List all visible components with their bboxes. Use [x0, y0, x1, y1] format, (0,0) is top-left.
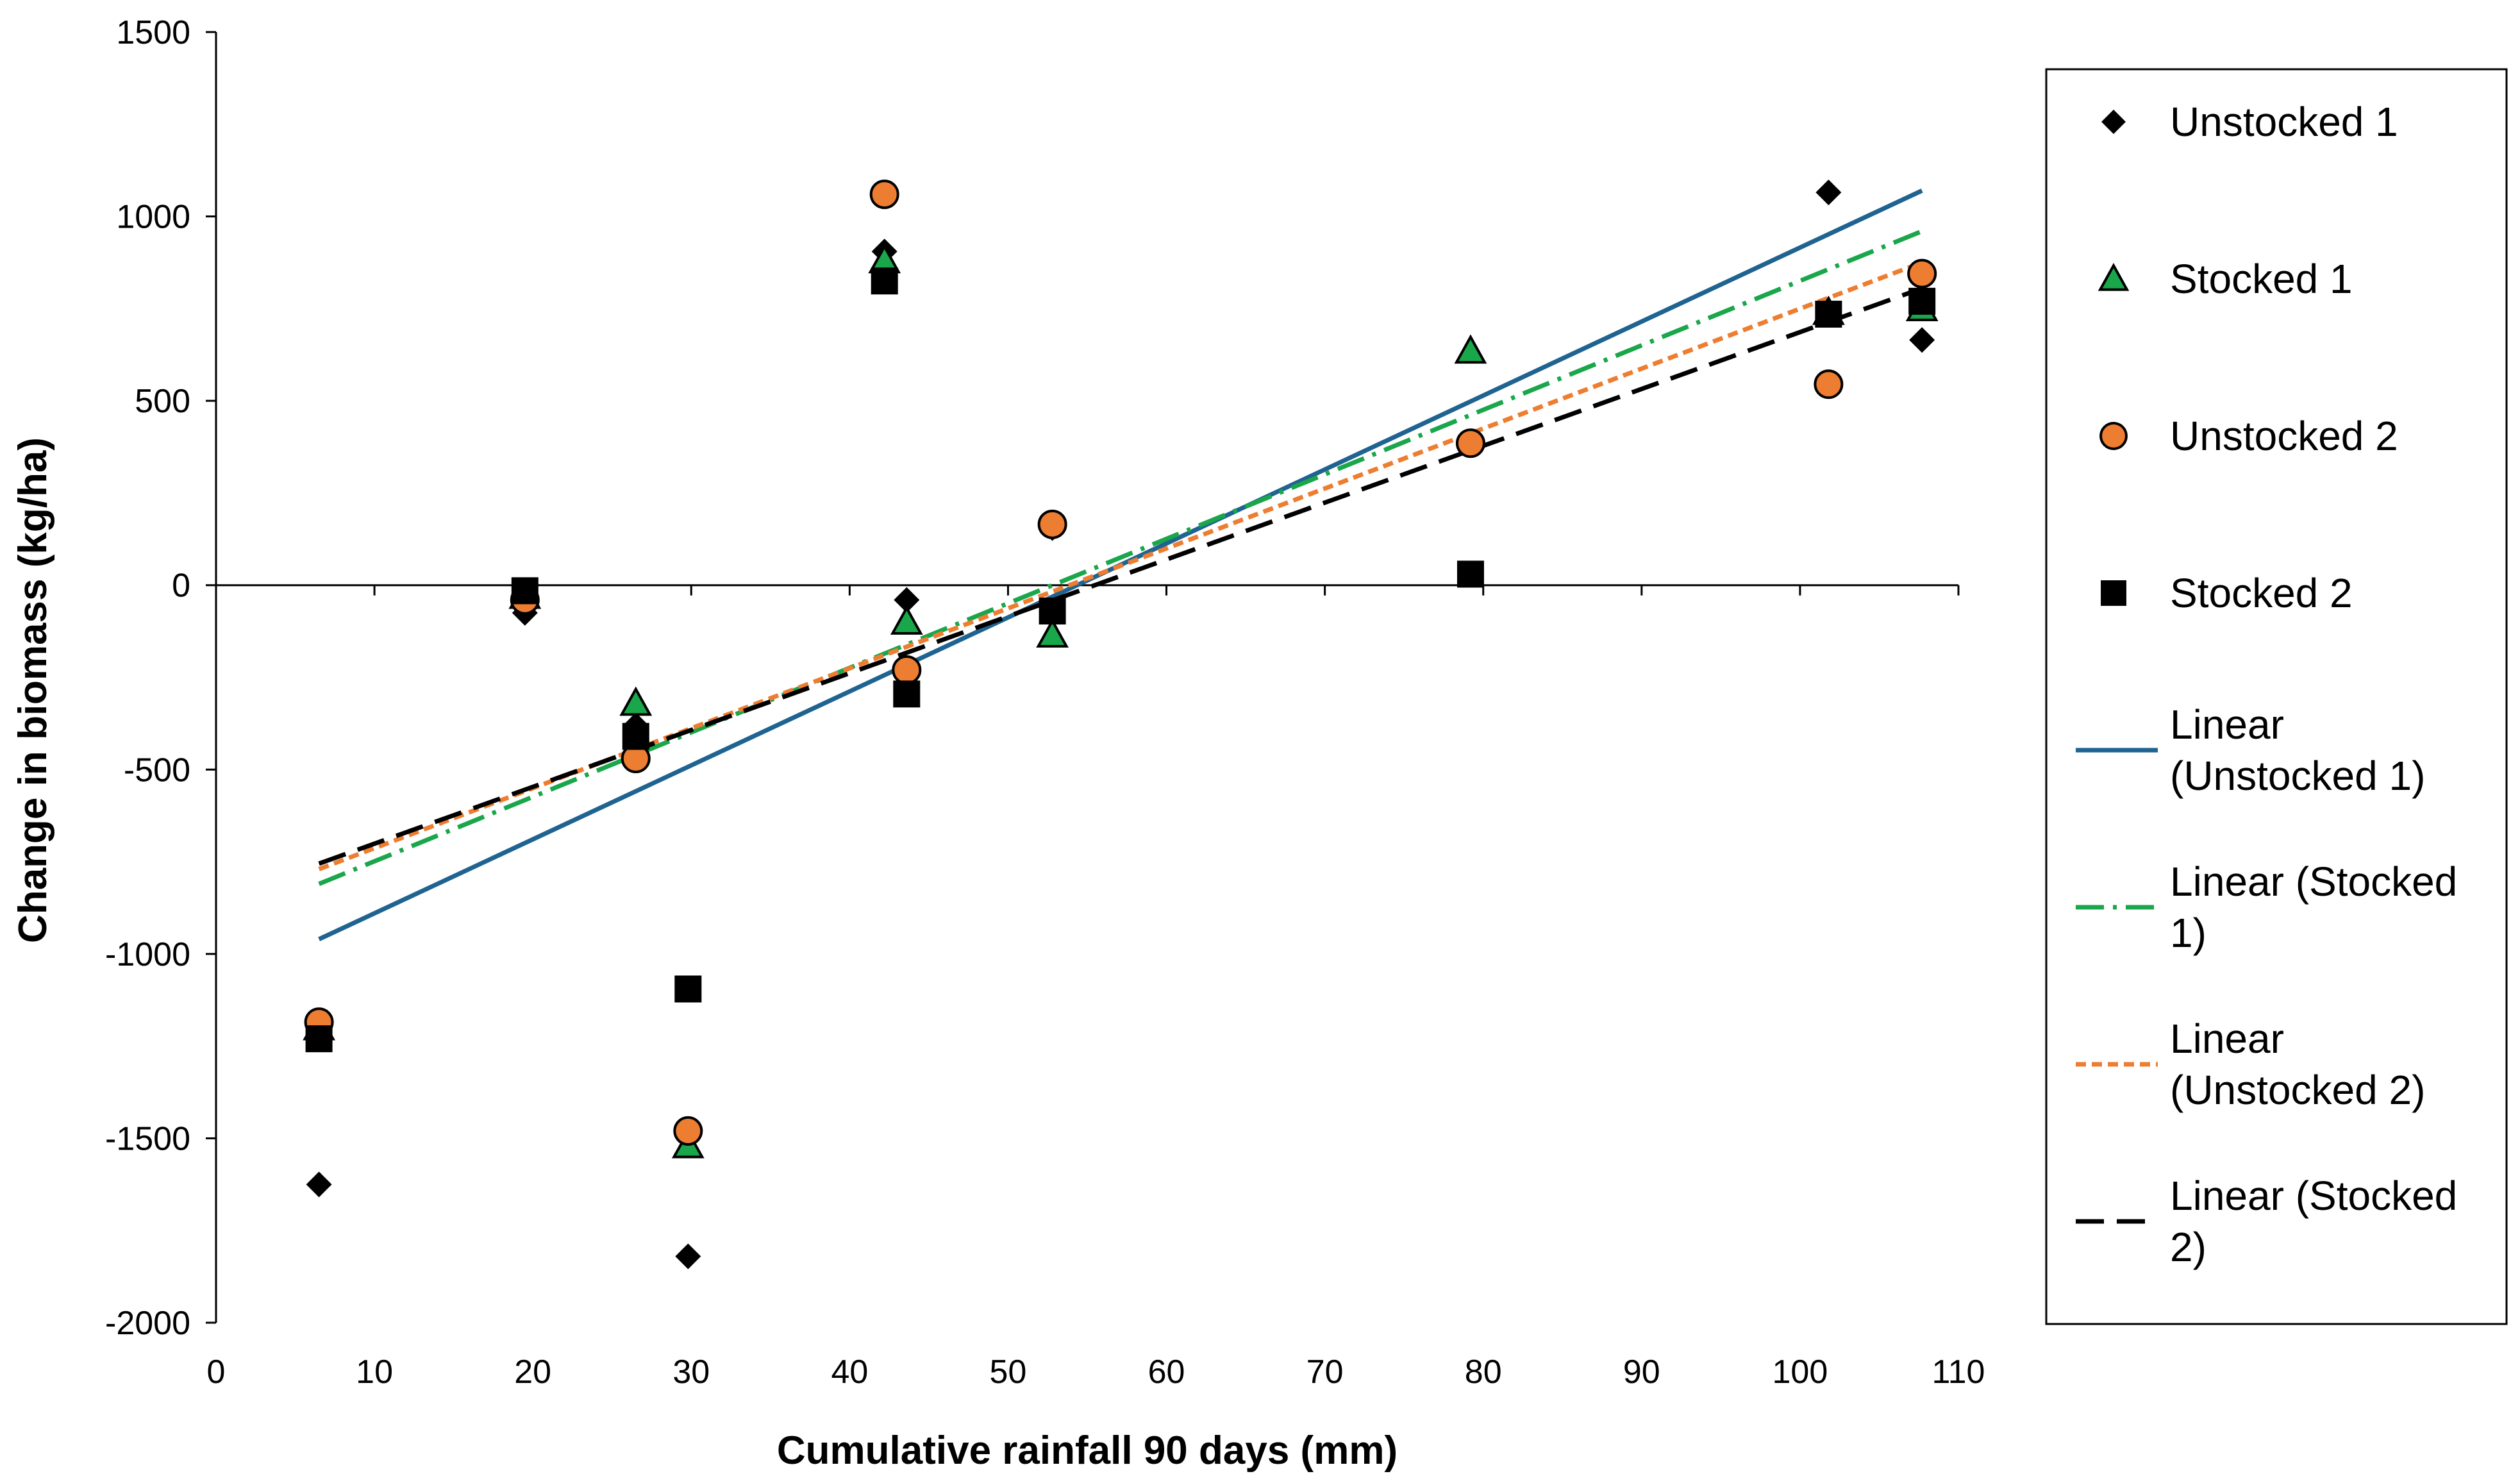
legend-label: Stocked 2 — [2170, 570, 2353, 616]
circle-marker — [1037, 509, 1067, 539]
circle-marker — [892, 655, 922, 685]
triangle-marker — [890, 605, 923, 635]
x-tick-label: 60 — [1148, 1353, 1185, 1391]
legend-item: Unstocked 2 — [2099, 413, 2398, 459]
axes: -2000 -1500 -1000 -500 0 500 1000 1500 0 10 20 30 40… — [105, 14, 1985, 1391]
legend-label: (Unstocked 1) — [2170, 753, 2425, 799]
diamond-marker — [894, 587, 920, 613]
diamond-marker — [1815, 180, 1842, 206]
trendlines — [318, 189, 1923, 942]
trendline — [318, 229, 1923, 886]
x-tick-label: 40 — [831, 1353, 868, 1391]
diamond-marker — [306, 1171, 332, 1198]
legend-item: Linear (Unstocked 1) — [2076, 701, 2425, 799]
x-tick-label: 80 — [1465, 1353, 1502, 1391]
circle-marker — [1814, 369, 1844, 399]
y-tick-label: 500 — [135, 383, 190, 420]
trendline — [318, 260, 1923, 871]
circle-marker — [1907, 258, 1937, 289]
y-axis-title: Change in biomass (kg/ha) — [11, 437, 55, 943]
trendline — [318, 286, 1923, 866]
legend-label: Linear — [2170, 1016, 2284, 1062]
circle-marker — [869, 180, 899, 210]
x-tick-label: 10 — [356, 1353, 393, 1391]
series-square — [305, 267, 1936, 1053]
y-tick-label: -500 — [124, 751, 190, 789]
x-tick-label: 110 — [1932, 1353, 1985, 1391]
legend-label: Unstocked 1 — [2170, 99, 2398, 145]
y-tick-label: -1500 — [105, 1120, 190, 1157]
square-marker — [622, 723, 649, 750]
square-marker — [2101, 580, 2126, 606]
legend-label: (Unstocked 2) — [2170, 1067, 2425, 1113]
x-tick-label: 90 — [1623, 1353, 1660, 1391]
legend-label: 2) — [2170, 1224, 2207, 1270]
x-axis-title: Cumulative rainfall 90 days (mm) — [777, 1429, 1398, 1473]
circle-marker — [2099, 422, 2128, 450]
legend-item: Stocked 2 — [2101, 570, 2353, 616]
diamond-marker — [2101, 110, 2126, 134]
square-marker — [871, 267, 898, 295]
square-marker — [1456, 560, 1484, 588]
legend-label: 1) — [2170, 910, 2207, 956]
legend-label: Unstocked 2 — [2170, 413, 2398, 459]
legend-box — [2045, 68, 2508, 1325]
square-marker — [1039, 597, 1066, 624]
triangle-marker — [619, 686, 653, 716]
square-marker — [1908, 287, 1936, 315]
legend-item: Linear (Stocked 1) — [2076, 859, 2457, 956]
diamond-marker — [675, 1243, 701, 1269]
data-points — [303, 180, 1939, 1269]
x-tick-label: 70 — [1306, 1353, 1344, 1391]
circle-marker — [1455, 428, 1485, 458]
series-circle — [304, 180, 1937, 1146]
triangle-marker — [1454, 334, 1487, 364]
legend-item: Unstocked 1 — [2101, 99, 2398, 145]
x-tick-label: 50 — [990, 1353, 1027, 1391]
square-marker — [305, 1025, 333, 1053]
x-tick-label: 30 — [672, 1353, 710, 1391]
x-tick-label: 20 — [514, 1353, 551, 1391]
y-tick-label: 0 — [172, 567, 190, 605]
triangle-marker — [2098, 262, 2130, 291]
legend: Unstocked 1 Stocked 1 Unstocked 2 Stocked 2… — [2045, 68, 2508, 1325]
circle-marker — [673, 1116, 703, 1146]
diamond-marker — [1909, 327, 1935, 353]
square-marker — [1815, 300, 1842, 328]
legend-label: Linear — [2170, 701, 2284, 748]
square-marker — [674, 975, 702, 1003]
y-tick-label: 1500 — [116, 14, 190, 51]
x-tick-label: 0 — [207, 1353, 226, 1391]
triangle-marker — [1036, 618, 1069, 648]
legend-item: Linear (Unstocked 2) — [2076, 1016, 2425, 1113]
square-marker — [511, 577, 538, 605]
y-tick-label: -2000 — [105, 1305, 190, 1342]
y-tick-label: 1000 — [116, 199, 190, 236]
legend-label: Linear (Stocked — [2170, 859, 2457, 905]
legend-item: Linear (Stocked 2) — [2076, 1173, 2457, 1270]
y-tick-label: -1000 — [105, 936, 190, 973]
legend-item: Stocked 1 — [2098, 256, 2353, 302]
legend-label: Stocked 1 — [2170, 256, 2353, 302]
x-tick-label: 100 — [1773, 1353, 1828, 1391]
legend-label: Linear (Stocked — [2170, 1173, 2457, 1219]
square-marker — [893, 680, 921, 708]
